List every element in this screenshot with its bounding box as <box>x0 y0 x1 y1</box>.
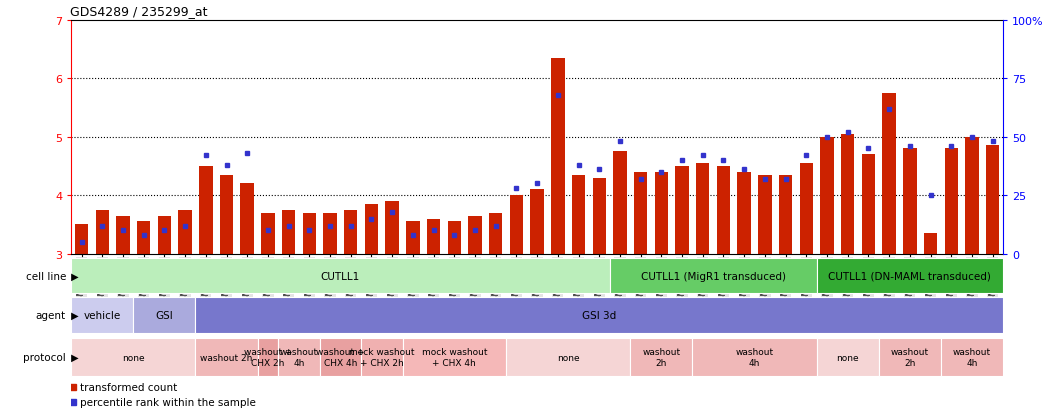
Bar <box>406 222 420 254</box>
Text: CUTLL1 (DN-MAML transduced): CUTLL1 (DN-MAML transduced) <box>828 271 992 281</box>
Bar <box>199 166 213 254</box>
Bar <box>319 338 361 376</box>
Bar <box>385 202 399 254</box>
Bar <box>506 338 630 376</box>
Bar <box>551 59 564 254</box>
Bar <box>241 184 254 254</box>
Text: ▶: ▶ <box>68 352 79 362</box>
Text: none: none <box>122 353 144 362</box>
Bar <box>133 298 196 333</box>
Bar <box>489 213 503 254</box>
Bar <box>614 152 627 254</box>
Bar <box>361 338 402 376</box>
Bar <box>220 175 233 254</box>
Bar <box>675 166 689 254</box>
Bar <box>71 259 609 294</box>
Bar <box>572 175 585 254</box>
Text: cell line: cell line <box>25 271 66 281</box>
Bar <box>633 172 647 254</box>
Bar <box>178 210 192 254</box>
Bar <box>817 259 1003 294</box>
Bar <box>692 338 817 376</box>
Bar <box>344 210 357 254</box>
Text: washout
4h: washout 4h <box>280 348 318 367</box>
Text: GSI: GSI <box>156 310 173 320</box>
Bar <box>609 259 817 294</box>
Bar <box>862 155 875 254</box>
Text: washout
4h: washout 4h <box>953 348 992 367</box>
Text: CUTLL1 (MigR1 transduced): CUTLL1 (MigR1 transduced) <box>641 271 785 281</box>
Text: agent: agent <box>36 310 66 320</box>
Text: GDS4289 / 235299_at: GDS4289 / 235299_at <box>70 5 207 18</box>
Bar <box>468 216 482 254</box>
Bar <box>800 164 814 254</box>
Bar <box>630 338 692 376</box>
Bar <box>510 196 524 254</box>
Bar <box>883 94 896 254</box>
Text: ▶: ▶ <box>68 310 79 320</box>
Bar <box>593 178 606 254</box>
Text: washout 2h: washout 2h <box>200 353 252 362</box>
Bar <box>364 204 378 254</box>
Bar <box>196 338 258 376</box>
Bar <box>531 190 543 254</box>
Bar <box>965 137 979 254</box>
Bar <box>258 338 279 376</box>
Text: vehicle: vehicle <box>84 310 120 320</box>
Bar <box>817 338 878 376</box>
Bar <box>74 225 88 254</box>
Bar <box>654 172 668 254</box>
Bar <box>116 216 130 254</box>
Text: washout
2h: washout 2h <box>891 348 929 367</box>
Text: washout
4h: washout 4h <box>735 348 774 367</box>
Bar <box>717 166 730 254</box>
Bar <box>779 175 793 254</box>
Bar <box>820 137 833 254</box>
Text: none: none <box>837 353 859 362</box>
Bar <box>158 216 171 254</box>
Text: mock washout
+ CHX 4h: mock washout + CHX 4h <box>422 348 487 367</box>
Bar <box>261 213 274 254</box>
Bar <box>303 213 316 254</box>
Text: percentile rank within the sample: percentile rank within the sample <box>81 397 257 407</box>
Text: washout +
CHX 4h: washout + CHX 4h <box>316 348 364 367</box>
Bar <box>447 222 461 254</box>
Text: washout
2h: washout 2h <box>642 348 681 367</box>
Bar <box>71 338 196 376</box>
Bar <box>944 149 958 254</box>
Text: ▶: ▶ <box>68 271 79 281</box>
Bar <box>758 175 772 254</box>
Text: protocol: protocol <box>23 352 66 362</box>
Text: GSI 3d: GSI 3d <box>582 310 617 320</box>
Bar <box>282 210 295 254</box>
Bar <box>137 222 151 254</box>
Bar <box>986 146 1000 254</box>
Bar <box>95 210 109 254</box>
Bar <box>904 149 916 254</box>
Text: CUTLL1: CUTLL1 <box>320 271 360 281</box>
Bar <box>71 298 133 333</box>
Bar <box>427 219 441 254</box>
Text: mock washout
+ CHX 2h: mock washout + CHX 2h <box>349 348 415 367</box>
Text: washout +
CHX 2h: washout + CHX 2h <box>244 348 292 367</box>
Bar <box>923 234 937 254</box>
Bar <box>878 338 941 376</box>
Text: none: none <box>557 353 579 362</box>
Bar <box>279 338 319 376</box>
Text: transformed count: transformed count <box>81 382 178 392</box>
Bar <box>696 164 710 254</box>
Bar <box>324 213 337 254</box>
Bar <box>196 298 1003 333</box>
Bar <box>402 338 506 376</box>
Bar <box>941 338 1003 376</box>
Bar <box>841 134 854 254</box>
Bar <box>737 172 751 254</box>
